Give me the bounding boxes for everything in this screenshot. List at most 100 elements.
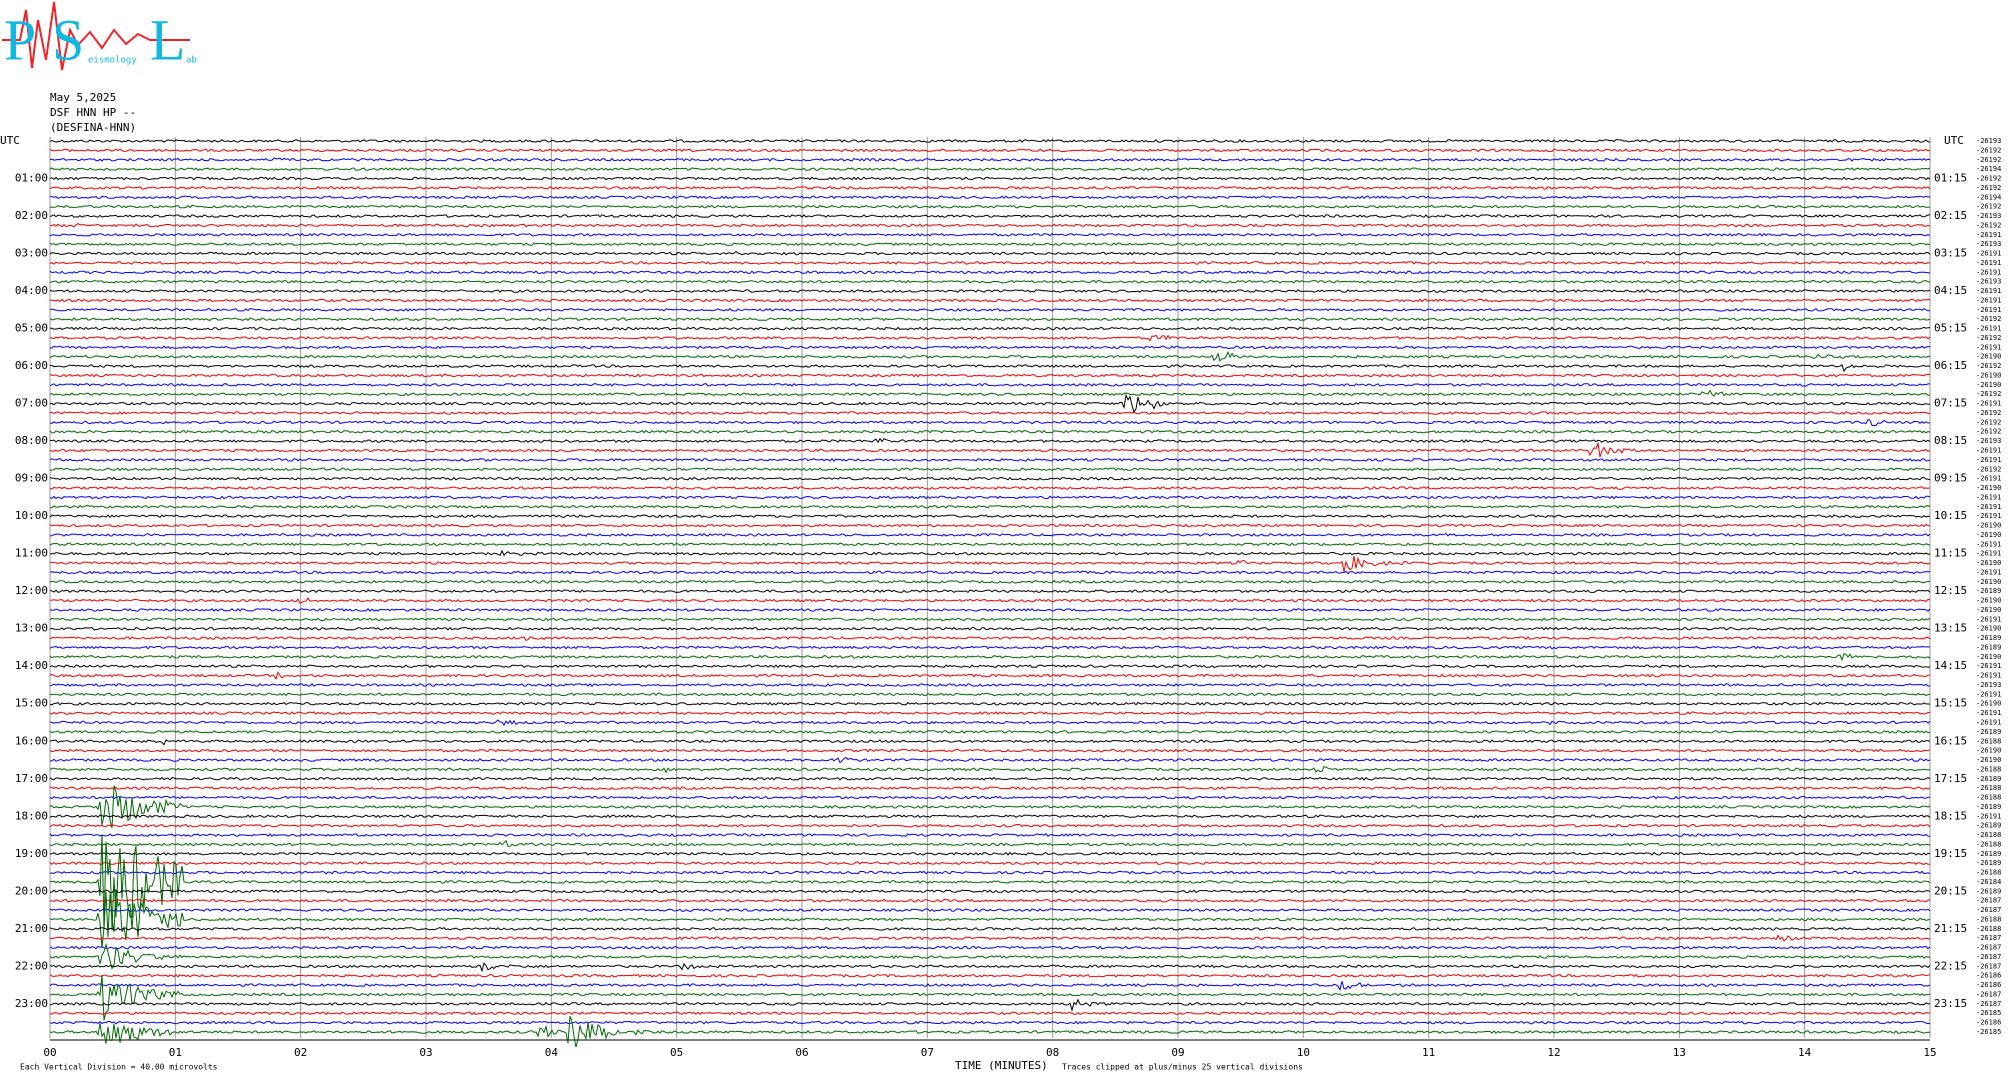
trace <box>49 350 1931 362</box>
trace <box>49 157 1931 162</box>
trace-offset: -26191 <box>1976 475 2001 483</box>
trace <box>49 683 1931 687</box>
x-tick-label: 04 <box>545 1046 559 1059</box>
right-time-label: 02:15 <box>1934 209 1967 222</box>
left-time-label: 11:00 <box>15 547 48 560</box>
trace-offset: -26186 <box>1976 981 2001 989</box>
trace <box>49 851 1931 856</box>
labels: 00 01 02 03 04 05 06 07 08 09 10 11 12 13 14 15 01:00 02:… <box>15 137 2001 1059</box>
trace <box>49 889 1931 948</box>
trace-offset: -26189 <box>1976 803 2001 811</box>
trace <box>49 962 1931 973</box>
trace <box>49 250 1931 256</box>
trace <box>49 242 1931 247</box>
trace-offset: -26188 <box>1976 915 2001 923</box>
trace-offset: -26192 <box>1976 390 2001 398</box>
trace-offset: -26189 <box>1976 887 2001 895</box>
trace-offset: -26185 <box>1976 1009 2001 1017</box>
logo-trace <box>2 1 190 71</box>
trace <box>49 589 1931 594</box>
trace <box>49 608 1931 612</box>
trace-offset: -26191 <box>1976 259 2001 267</box>
trace <box>50 467 1931 472</box>
trace <box>49 317 1931 322</box>
grid <box>49 137 1931 1041</box>
right-time-label: 06:15 <box>1934 359 1967 372</box>
trace-offset: -26192 <box>1976 156 2001 164</box>
date: May 5,2025 <box>50 91 116 104</box>
trace-offset: -26187 <box>1976 990 2001 998</box>
right-time-label: 15:15 <box>1934 697 1967 710</box>
trace-offset: -26189 <box>1976 587 2001 595</box>
trace-offset: -26187 <box>1976 953 2001 961</box>
trace <box>49 289 1931 293</box>
trace-offset: -26191 <box>1976 690 2001 698</box>
x-tick-label: 05 <box>670 1046 683 1059</box>
right-time-label: 09:15 <box>1934 472 1967 485</box>
trace <box>49 926 1931 931</box>
x-tick-label: 00 <box>43 1046 56 1059</box>
right-time-label: 21:15 <box>1934 922 1967 935</box>
logo: P S L eismology ab <box>2 1 197 72</box>
trace-offset: -26191 <box>1976 568 2001 576</box>
trace <box>49 364 1931 373</box>
station-name: (DESFINA-HNN) <box>50 121 136 134</box>
trace-offset: -26192 <box>1976 409 2001 417</box>
x-tick-label: 08 <box>1046 1046 1059 1059</box>
trace <box>49 756 1931 764</box>
x-axis-title: TIME (MINUTES) <box>955 1059 1048 1072</box>
trace-offset: -26193 <box>1976 437 2001 445</box>
trace-offset: -26190 <box>1976 371 2001 379</box>
trace-offset: -26188 <box>1976 784 2001 792</box>
x-tick-label: 01 <box>169 1046 182 1059</box>
trace <box>49 185 1931 190</box>
trace <box>49 389 1931 397</box>
logo-letter: L <box>150 7 185 72</box>
trace <box>49 579 1931 584</box>
trace <box>49 570 1931 575</box>
trace <box>50 504 1931 509</box>
left-time-label: 06:00 <box>15 359 48 372</box>
trace <box>49 889 1931 894</box>
trace <box>49 823 1931 828</box>
trace-offset: -26188 <box>1976 737 2001 745</box>
trace <box>49 393 1931 414</box>
trace-offset: -26191 <box>1976 287 2001 295</box>
trace-offset: -26191 <box>1976 540 2001 548</box>
trace-offset: -26187 <box>1976 897 2001 905</box>
trace <box>49 998 1931 1012</box>
trace <box>49 748 1931 753</box>
trace-offset: -26190 <box>1976 606 2001 614</box>
trace <box>49 457 1931 462</box>
trace <box>49 204 1931 209</box>
trace <box>49 298 1931 303</box>
right-time-label: 05:15 <box>1934 322 1967 335</box>
trace <box>49 692 1931 697</box>
trace-offset: -26187 <box>1976 934 2001 942</box>
trace-offset: -26191 <box>1976 456 2001 464</box>
x-tick-label: 10 <box>1297 1046 1310 1059</box>
trace <box>49 523 1931 528</box>
trace <box>49 542 1931 547</box>
trace <box>49 701 1931 706</box>
trace-offset: -26188 <box>1976 840 2001 848</box>
trace <box>50 834 1931 931</box>
trace-offset: -26187 <box>1976 962 2001 970</box>
trace <box>49 176 1931 181</box>
trace-offset: -26190 <box>1976 559 2001 567</box>
trace <box>49 785 1931 829</box>
x-tick-label: 09 <box>1171 1046 1184 1059</box>
trace <box>49 861 1931 866</box>
trace-offset: -26190 <box>1976 531 2001 539</box>
trace <box>49 766 1931 774</box>
scale-note: Each Vertical Division = 40.00 microvolt… <box>20 1063 218 1072</box>
trace-offset: -26188 <box>1976 794 2001 802</box>
left-time-label: 15:00 <box>15 697 48 710</box>
trace <box>49 382 1931 387</box>
trace <box>49 418 1931 427</box>
left-time-label: 20:00 <box>15 884 48 897</box>
trace-offset: -26192 <box>1976 315 2001 323</box>
trace <box>49 597 1931 604</box>
trace <box>49 870 1931 875</box>
